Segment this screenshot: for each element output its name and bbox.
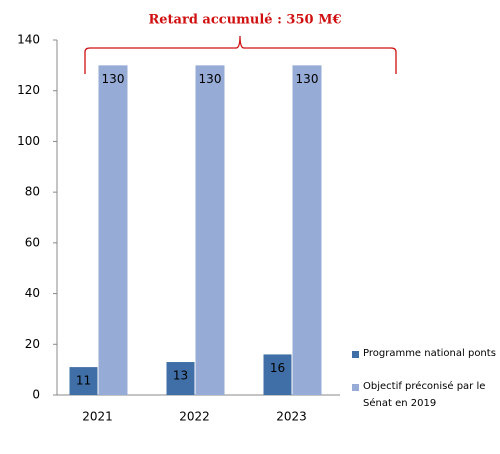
- legend-swatch: [352, 351, 359, 358]
- legend-label: Objectif préconisé par le Sénat en 2019: [363, 381, 486, 409]
- y-tick-label: 120: [17, 83, 40, 97]
- y-tick-label: 80: [25, 185, 40, 199]
- data-label: 130: [199, 72, 222, 86]
- legend-item: Programme national ponts: [352, 348, 496, 359]
- legend: Programme national ponts Objectif préconi…: [352, 348, 496, 434]
- x-tick-label: 2022: [179, 410, 210, 424]
- bracket: [84, 35, 397, 74]
- legend-item: Objectif préconisé par le Sénat en 2019: [352, 381, 496, 412]
- bar: [98, 65, 128, 395]
- y-tick-label: 60: [25, 235, 40, 249]
- data-label: 130: [102, 72, 125, 86]
- data-label: 16: [270, 361, 285, 375]
- annotation: Retard accumulé : 350 M€: [148, 13, 341, 28]
- x-tick-label: 2023: [276, 410, 307, 424]
- y-tick-label: 20: [25, 337, 40, 351]
- bar: [195, 65, 225, 395]
- data-label: 11: [76, 374, 91, 388]
- y-tick-label: 100: [17, 134, 40, 148]
- bar: [69, 367, 98, 395]
- bar: [166, 362, 195, 395]
- data-label: 13: [173, 369, 188, 383]
- y-tick-label: 140: [17, 33, 40, 47]
- legend-swatch: [352, 384, 359, 391]
- x-tick-label: 2021: [82, 410, 113, 424]
- bar: [263, 354, 292, 395]
- y-tick-label: 40: [25, 286, 40, 300]
- legend-label: Programme national ponts: [363, 348, 496, 359]
- data-label: 130: [296, 72, 319, 86]
- y-tick-label: 0: [32, 388, 40, 402]
- bar: [292, 65, 322, 395]
